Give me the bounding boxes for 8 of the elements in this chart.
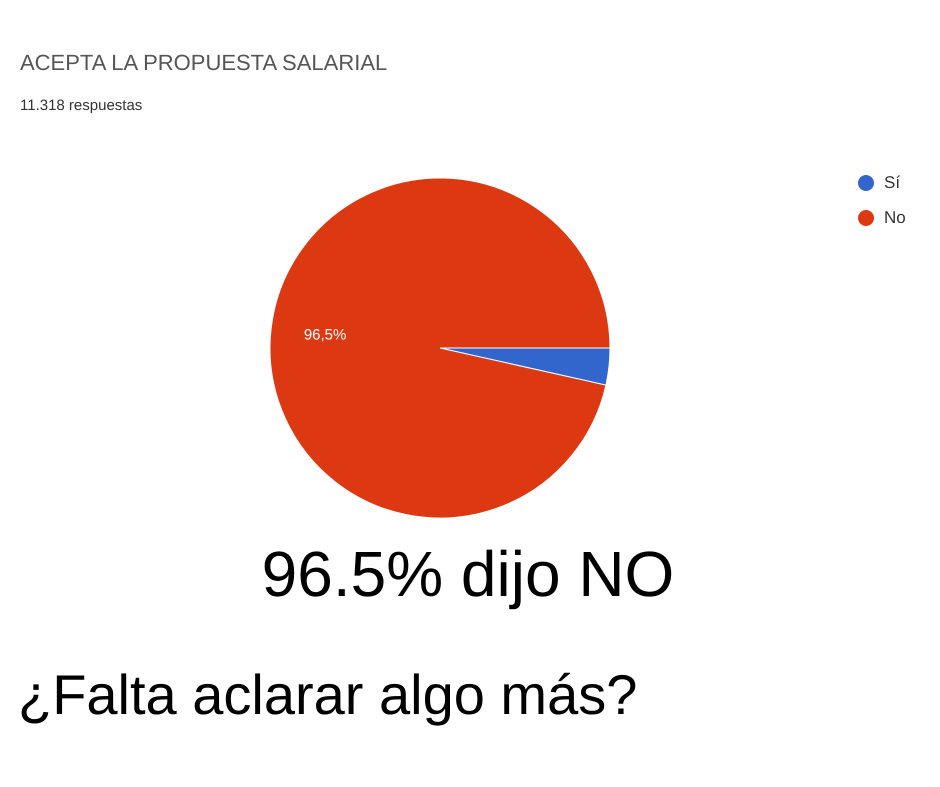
text: ¿Falta aclarar algo más? [18, 663, 638, 726]
legend-label: No [884, 208, 906, 227]
text: 11.318 respuestas [20, 97, 142, 114]
text: 96.5% dijo NO [262, 538, 674, 610]
legend-label: Sí [884, 173, 900, 192]
chart-title: ACEPTA LA PROPUESTA SALARIAL [20, 50, 388, 75]
data-label: 96,5% [304, 326, 346, 344]
pie-slice [270, 178, 610, 518]
